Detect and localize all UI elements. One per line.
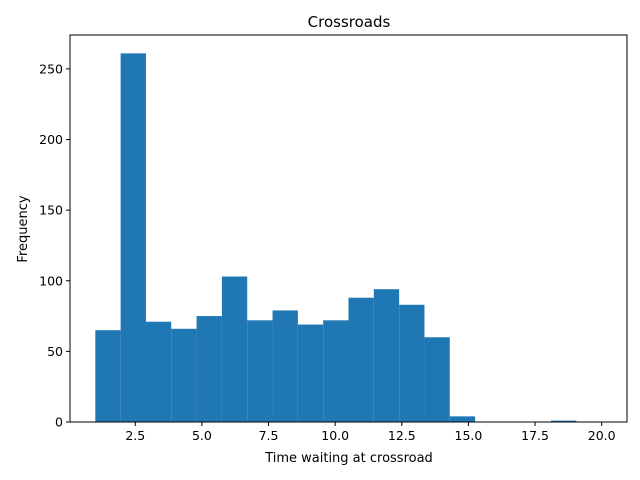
x-tick-label: 10.0 bbox=[321, 428, 349, 443]
x-tick-label: 12.5 bbox=[388, 428, 416, 443]
chart-title: Crossroads bbox=[308, 13, 391, 31]
histogram-bar bbox=[95, 330, 121, 422]
axes-frame bbox=[69, 34, 628, 423]
x-axis-ticks: 2.5 5.0 7.5 10.0 12.5 15.0 17.5 20.0 bbox=[125, 422, 616, 443]
x-tick-label: 7.5 bbox=[259, 428, 279, 443]
y-tick-label: 200 bbox=[39, 132, 63, 147]
y-tick-label: 150 bbox=[39, 203, 63, 218]
x-tick-label: 15.0 bbox=[455, 428, 483, 443]
bars-group bbox=[95, 53, 577, 422]
y-axis-ticks: 0 50 100 150 200 250 bbox=[39, 61, 70, 430]
y-tick-label: 250 bbox=[39, 61, 63, 76]
histogram-bar bbox=[272, 310, 298, 422]
histogram-bar bbox=[171, 328, 197, 422]
histogram-bar bbox=[247, 320, 273, 422]
y-tick-label: 50 bbox=[47, 344, 63, 359]
x-tick-label: 17.5 bbox=[521, 428, 549, 443]
histogram-bar bbox=[449, 416, 476, 422]
histogram-bar bbox=[399, 304, 425, 422]
y-axis-label: Frequency bbox=[16, 195, 31, 262]
histogram-bar bbox=[323, 320, 349, 422]
y-tick-label: 0 bbox=[55, 415, 63, 430]
x-tick-label: 20.0 bbox=[588, 428, 616, 443]
y-tick-label: 100 bbox=[39, 273, 63, 288]
histogram-bar bbox=[373, 289, 400, 422]
histogram-bar bbox=[551, 420, 577, 422]
histogram-bar bbox=[297, 324, 324, 422]
histogram-bar bbox=[145, 321, 172, 422]
histogram-bar bbox=[120, 53, 146, 422]
histogram-bar bbox=[348, 297, 374, 422]
x-tick-label: 2.5 bbox=[125, 428, 145, 443]
x-axis-label: Time waiting at crossroad bbox=[264, 451, 433, 466]
x-tick-label: 5.0 bbox=[192, 428, 212, 443]
histogram-bar bbox=[196, 316, 222, 422]
histogram-bar bbox=[424, 337, 450, 422]
histogram-bar bbox=[221, 276, 248, 422]
